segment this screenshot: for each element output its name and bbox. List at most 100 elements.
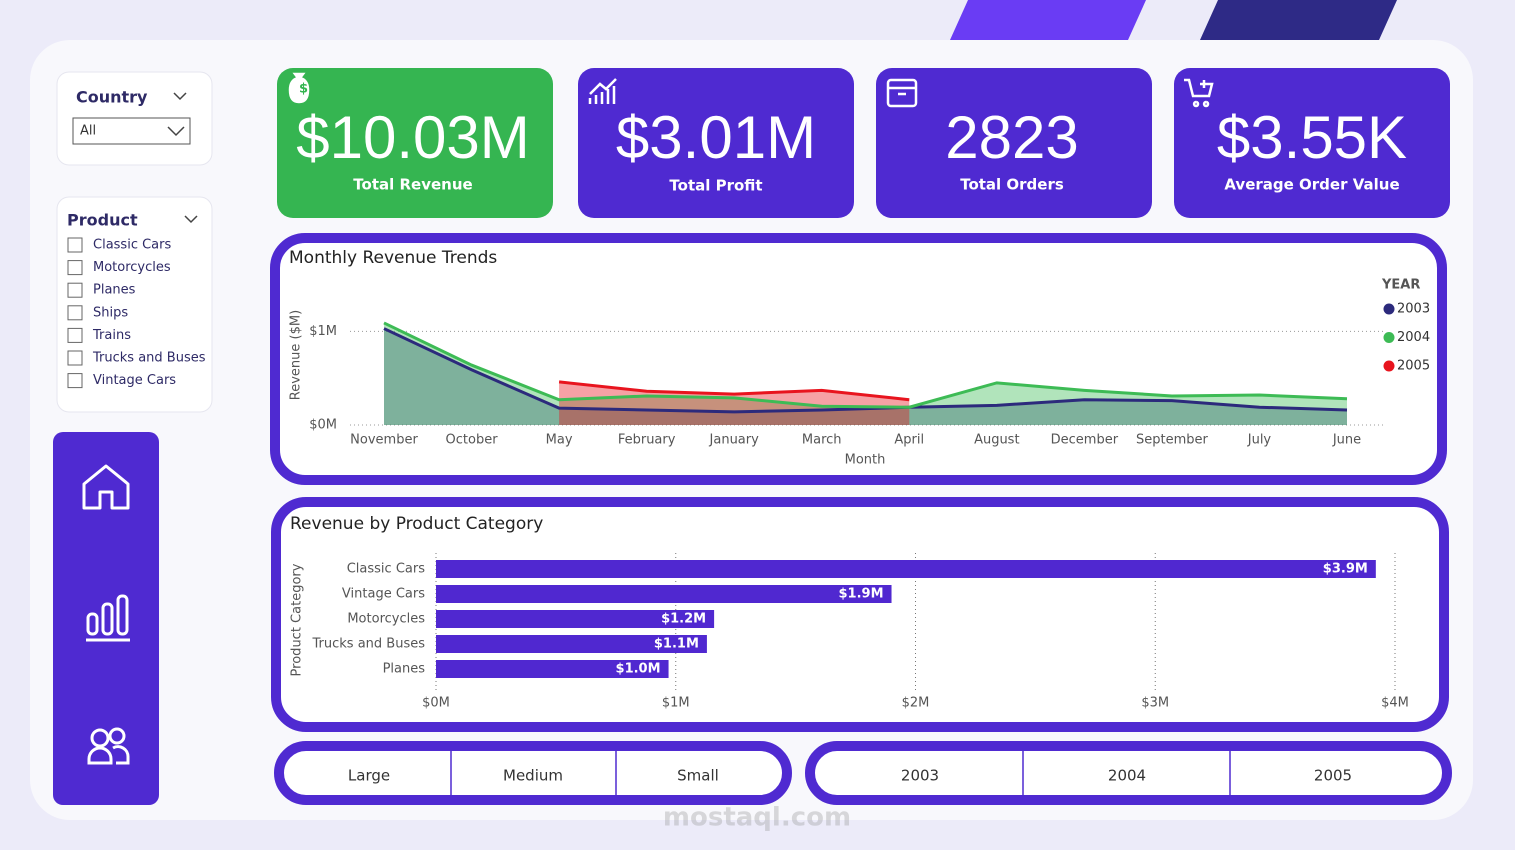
country-dropdown[interactable] [72, 117, 191, 145]
watermark: mostaql.com [663, 803, 851, 833]
kpi-value: 2823 [945, 104, 1078, 171]
legend-label[interactable]: 2005 [1397, 359, 1430, 374]
x-tick-label: May [546, 433, 573, 448]
y-tick-label: $0M [309, 418, 337, 433]
slicer-option[interactable]: 2004 [1108, 767, 1146, 785]
kpi-card [277, 68, 553, 218]
checkbox[interactable] [67, 350, 83, 366]
kpi-card [578, 68, 854, 218]
slicer-option[interactable]: Large [348, 767, 390, 785]
chart-title: Revenue by Product Category [290, 514, 543, 534]
line [383, 321, 1348, 409]
y-tick-label: Vintage Cars [342, 587, 425, 602]
bar [436, 585, 892, 603]
x-tick-label: September [1136, 433, 1209, 448]
slicer-option[interactable]: 2003 [901, 767, 939, 785]
value-label: $1.1M [654, 637, 699, 652]
slicer-option[interactable]: Medium [503, 767, 563, 785]
chevron[interactable] [173, 92, 187, 101]
product-option[interactable]: Motorcycles [93, 260, 171, 275]
kpi-label: Average Order Value [1224, 176, 1399, 194]
y-tick-label: Motorcycles [347, 612, 425, 627]
chevron[interactable] [184, 215, 198, 224]
product-option[interactable]: Trains [92, 328, 131, 343]
slicer-option[interactable]: 2005 [1314, 767, 1352, 785]
y-tick-label: $1M [309, 324, 337, 339]
product-option[interactable]: Planes [93, 283, 136, 298]
checkbox[interactable] [67, 282, 83, 298]
line [383, 327, 1348, 414]
x-tick-label: August [974, 433, 1020, 448]
x-tick-label: November [350, 433, 418, 448]
line [558, 380, 910, 402]
nav-sidebar [53, 432, 159, 805]
product-option[interactable]: Classic Cars [93, 238, 171, 253]
legend-label[interactable]: 2003 [1397, 302, 1430, 317]
product-option[interactable]: Ships [93, 305, 128, 320]
x-tick-label: $0M [422, 696, 450, 711]
bar [436, 635, 707, 653]
checkbox[interactable] [67, 260, 83, 276]
product-card [56, 196, 213, 413]
x-tick-label: January [709, 433, 760, 448]
icon-glyph: $ [299, 82, 308, 97]
kpi-label: Total Revenue [353, 176, 472, 194]
x-tick-label: $1M [662, 696, 690, 711]
kpi-value: $3.55K [1217, 104, 1407, 171]
kpi-value: $10.03M [296, 104, 530, 171]
kpi-value: $3.01M [616, 104, 816, 171]
x-tick-label: April [894, 433, 924, 448]
decor [950, 0, 1146, 40]
x-tick-label: $3M [1141, 696, 1169, 711]
line-chart: $0M $1M November October May February January M… [309, 302, 1430, 448]
checkbox[interactable] [67, 237, 83, 253]
kpi-label: Total Profit [669, 177, 762, 195]
x-tick-label: June [1332, 433, 1361, 448]
kpi-icons [288, 72, 1214, 108]
x-tick-label: $2M [902, 696, 930, 711]
value-label: $3.9M [1323, 562, 1368, 577]
x-tick-label: February [618, 433, 676, 448]
y-tick-label: Classic Cars [347, 562, 425, 577]
y-tick-label: Planes [383, 662, 426, 677]
chart-title: Monthly Revenue Trends [289, 248, 497, 268]
kpi-label: Total Orders [960, 176, 1064, 194]
legend-label[interactable]: 2004 [1397, 330, 1430, 345]
kpi-card [876, 68, 1152, 218]
bar [436, 660, 669, 678]
legend-marker [1383, 303, 1395, 315]
checkbox[interactable] [67, 305, 83, 321]
home-icon[interactable] [82, 464, 130, 510]
legend-title: YEAR [1381, 278, 1420, 293]
slicer-option[interactable]: Small [677, 767, 719, 785]
filter-title: Product [67, 211, 138, 230]
x-tick-label: $4M [1381, 696, 1409, 711]
checkbox[interactable] [67, 327, 83, 343]
bar [436, 560, 1376, 578]
decor [1200, 0, 1397, 40]
legend-marker [1383, 360, 1395, 372]
year-slicer [805, 741, 1452, 805]
chevron [167, 126, 185, 137]
users-icon[interactable] [87, 727, 130, 765]
x-axis-title: Month [845, 453, 886, 468]
product-option[interactable]: Vintage Cars [93, 373, 176, 388]
x-tick-label: July [1247, 433, 1272, 448]
legend-marker [1383, 332, 1395, 343]
x-tick-label: December [1051, 433, 1119, 448]
y-axis-title: Revenue ($M) [289, 310, 304, 400]
bar-chart: $0M $1M $2M $3M $4M Classic Cars $3.9M Vintage … [312, 553, 1409, 711]
value-label: $1.0M [616, 662, 661, 677]
x-tick-label: March [802, 433, 842, 448]
product-options: Classic Cars Motorcycles Planes Ships Trains… [67, 237, 206, 389]
value-label: $1.2M [661, 612, 706, 627]
product-option[interactable]: Trucks and Buses [92, 351, 206, 366]
dropdown-value: All [80, 124, 96, 139]
chart-panel [270, 233, 1447, 485]
checkbox[interactable] [67, 373, 83, 389]
y-axis-title: Product Category [290, 563, 305, 676]
chart-icon[interactable] [86, 594, 130, 642]
filter-title: Country [76, 88, 148, 107]
